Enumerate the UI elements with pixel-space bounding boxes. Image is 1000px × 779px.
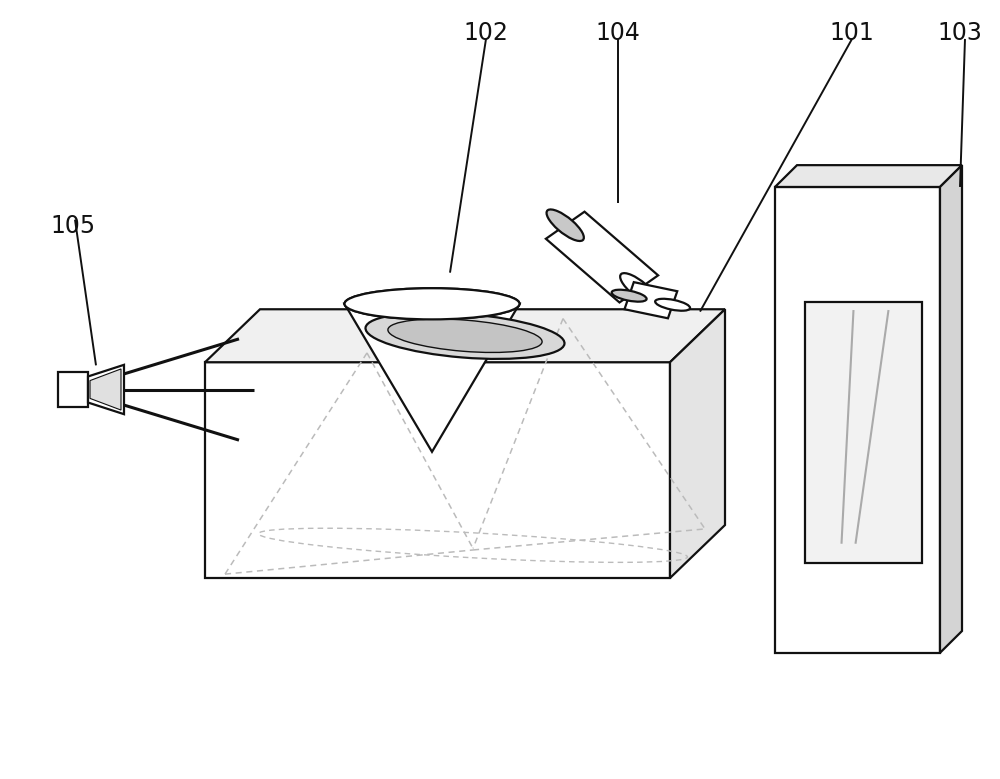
Ellipse shape [547, 210, 584, 241]
Polygon shape [624, 282, 677, 319]
Polygon shape [670, 309, 725, 578]
Ellipse shape [388, 319, 542, 352]
Ellipse shape [344, 288, 520, 319]
Polygon shape [88, 365, 124, 414]
Polygon shape [546, 212, 658, 302]
Polygon shape [775, 165, 962, 187]
Bar [58, 372, 88, 407]
Ellipse shape [655, 299, 690, 311]
Polygon shape [205, 362, 670, 578]
Text: 103: 103 [938, 21, 982, 44]
Polygon shape [940, 165, 962, 653]
Polygon shape [90, 369, 121, 410]
Text: 105: 105 [50, 214, 96, 238]
Ellipse shape [612, 290, 647, 301]
Polygon shape [775, 187, 940, 653]
Ellipse shape [366, 312, 564, 359]
Text: 104: 104 [596, 21, 640, 44]
Text: 101: 101 [830, 21, 874, 44]
Ellipse shape [344, 288, 520, 319]
Polygon shape [205, 309, 725, 362]
Text: 102: 102 [464, 21, 508, 44]
Ellipse shape [620, 273, 657, 305]
Bar [805, 302, 922, 563]
Polygon shape [344, 304, 520, 452]
